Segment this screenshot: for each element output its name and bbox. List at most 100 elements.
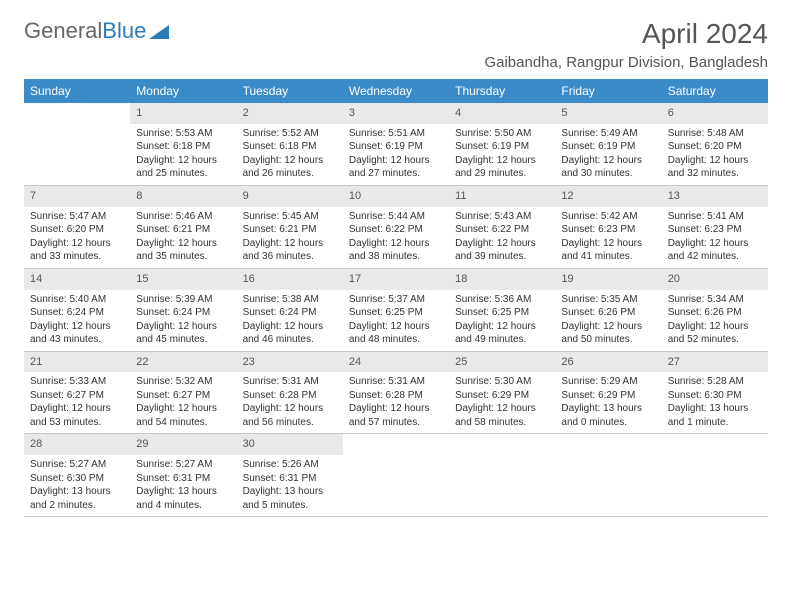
daylight-text: Daylight: 13 hours and 0 minutes. (561, 402, 655, 429)
sunset-text: Sunset: 6:20 PM (668, 140, 762, 154)
sunrise-text: Sunrise: 5:31 AM (243, 375, 337, 389)
day-number: 18 (449, 269, 555, 290)
daylight-text: Daylight: 12 hours and 41 minutes. (561, 237, 655, 264)
daylight-text: Daylight: 13 hours and 5 minutes. (243, 485, 337, 512)
day-number: 16 (237, 269, 343, 290)
day-body: Sunrise: 5:33 AMSunset: 6:27 PMDaylight:… (24, 372, 130, 433)
calendar-cell: 7Sunrise: 5:47 AMSunset: 6:20 PMDaylight… (24, 185, 130, 268)
day-number: 3 (343, 103, 449, 124)
day-number: 27 (662, 352, 768, 373)
sunrise-text: Sunrise: 5:32 AM (136, 375, 230, 389)
day-number: 9 (237, 186, 343, 207)
sunrise-text: Sunrise: 5:27 AM (136, 458, 230, 472)
daylight-text: Daylight: 12 hours and 56 minutes. (243, 402, 337, 429)
day-body: Sunrise: 5:31 AMSunset: 6:28 PMDaylight:… (237, 372, 343, 433)
day-body: Sunrise: 5:26 AMSunset: 6:31 PMDaylight:… (237, 455, 343, 516)
calendar-cell: 20Sunrise: 5:34 AMSunset: 6:26 PMDayligh… (662, 268, 768, 351)
day-number: 8 (130, 186, 236, 207)
sunrise-text: Sunrise: 5:42 AM (561, 210, 655, 224)
sunset-text: Sunset: 6:22 PM (349, 223, 443, 237)
col-monday: Monday (130, 79, 236, 103)
calendar-cell: 22Sunrise: 5:32 AMSunset: 6:27 PMDayligh… (130, 351, 236, 434)
day-number: 23 (237, 352, 343, 373)
brand-part1: General (24, 18, 102, 44)
day-number: 25 (449, 352, 555, 373)
calendar-cell: 18Sunrise: 5:36 AMSunset: 6:25 PMDayligh… (449, 268, 555, 351)
sunrise-text: Sunrise: 5:50 AM (455, 127, 549, 141)
col-tuesday: Tuesday (237, 79, 343, 103)
sunset-text: Sunset: 6:19 PM (349, 140, 443, 154)
daylight-text: Daylight: 12 hours and 46 minutes. (243, 320, 337, 347)
day-body: Sunrise: 5:46 AMSunset: 6:21 PMDaylight:… (130, 207, 236, 268)
sunrise-text: Sunrise: 5:36 AM (455, 293, 549, 307)
daylight-text: Daylight: 12 hours and 32 minutes. (668, 154, 762, 181)
sunset-text: Sunset: 6:19 PM (455, 140, 549, 154)
calendar-row: 14Sunrise: 5:40 AMSunset: 6:24 PMDayligh… (24, 268, 768, 351)
day-number: 21 (24, 352, 130, 373)
sunset-text: Sunset: 6:21 PM (243, 223, 337, 237)
sunset-text: Sunset: 6:28 PM (243, 389, 337, 403)
sunrise-text: Sunrise: 5:30 AM (455, 375, 549, 389)
day-body: Sunrise: 5:37 AMSunset: 6:25 PMDaylight:… (343, 290, 449, 351)
day-number: 30 (237, 434, 343, 455)
header: GeneralBlue April 2024 Gaibandha, Rangpu… (24, 18, 768, 77)
day-body: Sunrise: 5:44 AMSunset: 6:22 PMDaylight:… (343, 207, 449, 268)
sunset-text: Sunset: 6:29 PM (455, 389, 549, 403)
sunset-text: Sunset: 6:22 PM (455, 223, 549, 237)
title-block: April 2024 Gaibandha, Rangpur Division, … (484, 18, 768, 77)
sunset-text: Sunset: 6:31 PM (136, 472, 230, 486)
calendar-cell: 26Sunrise: 5:29 AMSunset: 6:29 PMDayligh… (555, 351, 661, 434)
calendar-cell: 30Sunrise: 5:26 AMSunset: 6:31 PMDayligh… (237, 434, 343, 517)
calendar-cell: 16Sunrise: 5:38 AMSunset: 6:24 PMDayligh… (237, 268, 343, 351)
sunrise-text: Sunrise: 5:29 AM (561, 375, 655, 389)
day-body: Sunrise: 5:27 AMSunset: 6:31 PMDaylight:… (130, 455, 236, 516)
calendar-cell (24, 103, 130, 185)
day-number: 5 (555, 103, 661, 124)
calendar-cell: 27Sunrise: 5:28 AMSunset: 6:30 PMDayligh… (662, 351, 768, 434)
sunset-text: Sunset: 6:30 PM (30, 472, 124, 486)
day-number: 11 (449, 186, 555, 207)
day-number: 12 (555, 186, 661, 207)
day-number: 20 (662, 269, 768, 290)
sunset-text: Sunset: 6:24 PM (136, 306, 230, 320)
day-body: Sunrise: 5:31 AMSunset: 6:28 PMDaylight:… (343, 372, 449, 433)
day-body: Sunrise: 5:53 AMSunset: 6:18 PMDaylight:… (130, 124, 236, 185)
daylight-text: Daylight: 12 hours and 52 minutes. (668, 320, 762, 347)
col-friday: Friday (555, 79, 661, 103)
sunset-text: Sunset: 6:24 PM (30, 306, 124, 320)
col-thursday: Thursday (449, 79, 555, 103)
daylight-text: Daylight: 12 hours and 27 minutes. (349, 154, 443, 181)
daylight-text: Daylight: 12 hours and 50 minutes. (561, 320, 655, 347)
day-number: 4 (449, 103, 555, 124)
sunrise-text: Sunrise: 5:47 AM (30, 210, 124, 224)
sunset-text: Sunset: 6:18 PM (243, 140, 337, 154)
day-body: Sunrise: 5:48 AMSunset: 6:20 PMDaylight:… (662, 124, 768, 185)
calendar-header: Sunday Monday Tuesday Wednesday Thursday… (24, 79, 768, 103)
calendar-row: 21Sunrise: 5:33 AMSunset: 6:27 PMDayligh… (24, 351, 768, 434)
sunrise-text: Sunrise: 5:34 AM (668, 293, 762, 307)
calendar-row: 7Sunrise: 5:47 AMSunset: 6:20 PMDaylight… (24, 185, 768, 268)
day-number: 28 (24, 434, 130, 455)
calendar-row: 28 Sunrise: 5:27 AM Sunset: 6:30 PM Dayligh… (24, 434, 768, 517)
month-title: April 2024 (484, 18, 768, 50)
day-number: 15 (130, 269, 236, 290)
calendar-table: Sunday Monday Tuesday Wednesday Thursday… (24, 79, 768, 517)
calendar-cell: 25Sunrise: 5:30 AMSunset: 6:29 PMDayligh… (449, 351, 555, 434)
daylight-text: Daylight: 12 hours and 25 minutes. (136, 154, 230, 181)
sunset-text: Sunset: 6:21 PM (136, 223, 230, 237)
daylight-text: Daylight: 12 hours and 54 minutes. (136, 402, 230, 429)
day-number: 13 (662, 186, 768, 207)
calendar-cell: 3Sunrise: 5:51 AMSunset: 6:19 PMDaylight… (343, 103, 449, 185)
calendar-cell: 6Sunrise: 5:48 AMSunset: 6:20 PMDaylight… (662, 103, 768, 185)
daylight-text: Daylight: 12 hours and 45 minutes. (136, 320, 230, 347)
sunrise-text: Sunrise: 5:52 AM (243, 127, 337, 141)
sunset-text: Sunset: 6:28 PM (349, 389, 443, 403)
sunrise-text: Sunrise: 5:46 AM (136, 210, 230, 224)
calendar-cell: 19Sunrise: 5:35 AMSunset: 6:26 PMDayligh… (555, 268, 661, 351)
day-body: Sunrise: 5:43 AMSunset: 6:22 PMDaylight:… (449, 207, 555, 268)
day-number: 1 (130, 103, 236, 124)
daylight-text: Daylight: 13 hours and 4 minutes. (136, 485, 230, 512)
col-sunday: Sunday (24, 79, 130, 103)
calendar-cell: 2Sunrise: 5:52 AMSunset: 6:18 PMDaylight… (237, 103, 343, 185)
day-number: 7 (24, 186, 130, 207)
